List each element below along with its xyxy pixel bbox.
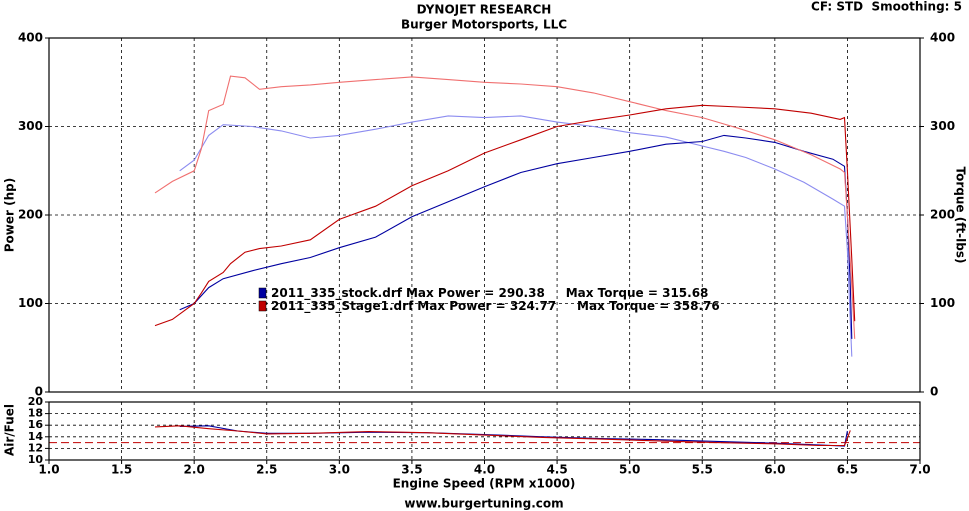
y2-tick-label: 100 <box>930 296 955 310</box>
y-tick-label: 200 <box>18 208 43 222</box>
chart-title: DYNOJET RESEARCH <box>417 3 552 17</box>
y2-tick-label: 0 <box>930 385 938 399</box>
torque-line <box>179 115 853 357</box>
y-axis-label: Power (hp) <box>3 178 17 252</box>
x-tick-label: 1.0 <box>38 463 59 477</box>
chart-subtitle: Burger Motorsports, LLC <box>401 18 567 32</box>
x-tick-label: 6.0 <box>764 463 785 477</box>
y-tick-label: 0 <box>35 385 43 399</box>
legend-entry: 2011_335_Stage1.drf Max Power = 324.77 Ma… <box>271 299 720 314</box>
x-tick-label: 6.5 <box>837 463 858 477</box>
torque-line <box>154 75 856 339</box>
settings-note: CF: STD Smoothing: 5 <box>811 0 962 14</box>
y-tick-label: 300 <box>18 119 43 133</box>
y2-tick-label: 300 <box>930 119 955 133</box>
y-tick-label: 18 <box>28 407 43 420</box>
y-tick-label: 16 <box>28 418 44 431</box>
legend-entry: 2011_335_stock.drf Max Power = 290.38 Max… <box>271 286 708 301</box>
legend-annotation: Max Power = 324.77 Max Torque = 358.76 <box>417 299 719 313</box>
x-tick-label: 4.5 <box>546 463 567 477</box>
power-line <box>179 134 853 339</box>
afr-line <box>154 425 851 447</box>
x-tick-label: 2.0 <box>184 463 205 477</box>
y-tick-label: 20 <box>28 395 44 408</box>
y2-axis-label: Torque (ft-lbs) <box>954 167 968 264</box>
legend-annotation: Max Power = 290.38 Max Torque = 315.68 <box>406 286 708 300</box>
plot-frame <box>48 37 921 393</box>
x-tick-label: 1.5 <box>111 463 132 477</box>
x-tick-label: 5.5 <box>692 463 713 477</box>
y2-tick-label: 200 <box>930 208 955 222</box>
y-tick-label: 400 <box>18 31 43 45</box>
y2-tick-label: 400 <box>930 31 955 45</box>
y-tick-label: 14 <box>28 430 44 443</box>
afr-axis-label: Air/Fuel <box>3 404 17 456</box>
y-tick-label: 12 <box>28 441 43 454</box>
y-tick-label: 10 <box>28 453 44 466</box>
footer: www.burgertuning.com <box>404 497 563 511</box>
y-tick-label: 100 <box>18 296 43 310</box>
x-tick-label: 3.5 <box>401 463 422 477</box>
legend-name: 2011_335_Stage1.drf <box>271 299 414 314</box>
power-line <box>154 104 856 327</box>
legend-swatch <box>258 287 267 299</box>
x-tick-label: 3.0 <box>329 463 350 477</box>
legend-swatch <box>258 300 267 312</box>
x-axis-label: Engine Speed (RPM x1000) <box>393 477 576 491</box>
x-tick-label: 7.0 <box>909 463 930 477</box>
x-tick-label: 2.5 <box>256 463 277 477</box>
x-tick-label: 5.0 <box>619 463 640 477</box>
x-tick-label: 4.0 <box>474 463 495 477</box>
legend-name: 2011_335_stock.drf <box>271 286 403 301</box>
